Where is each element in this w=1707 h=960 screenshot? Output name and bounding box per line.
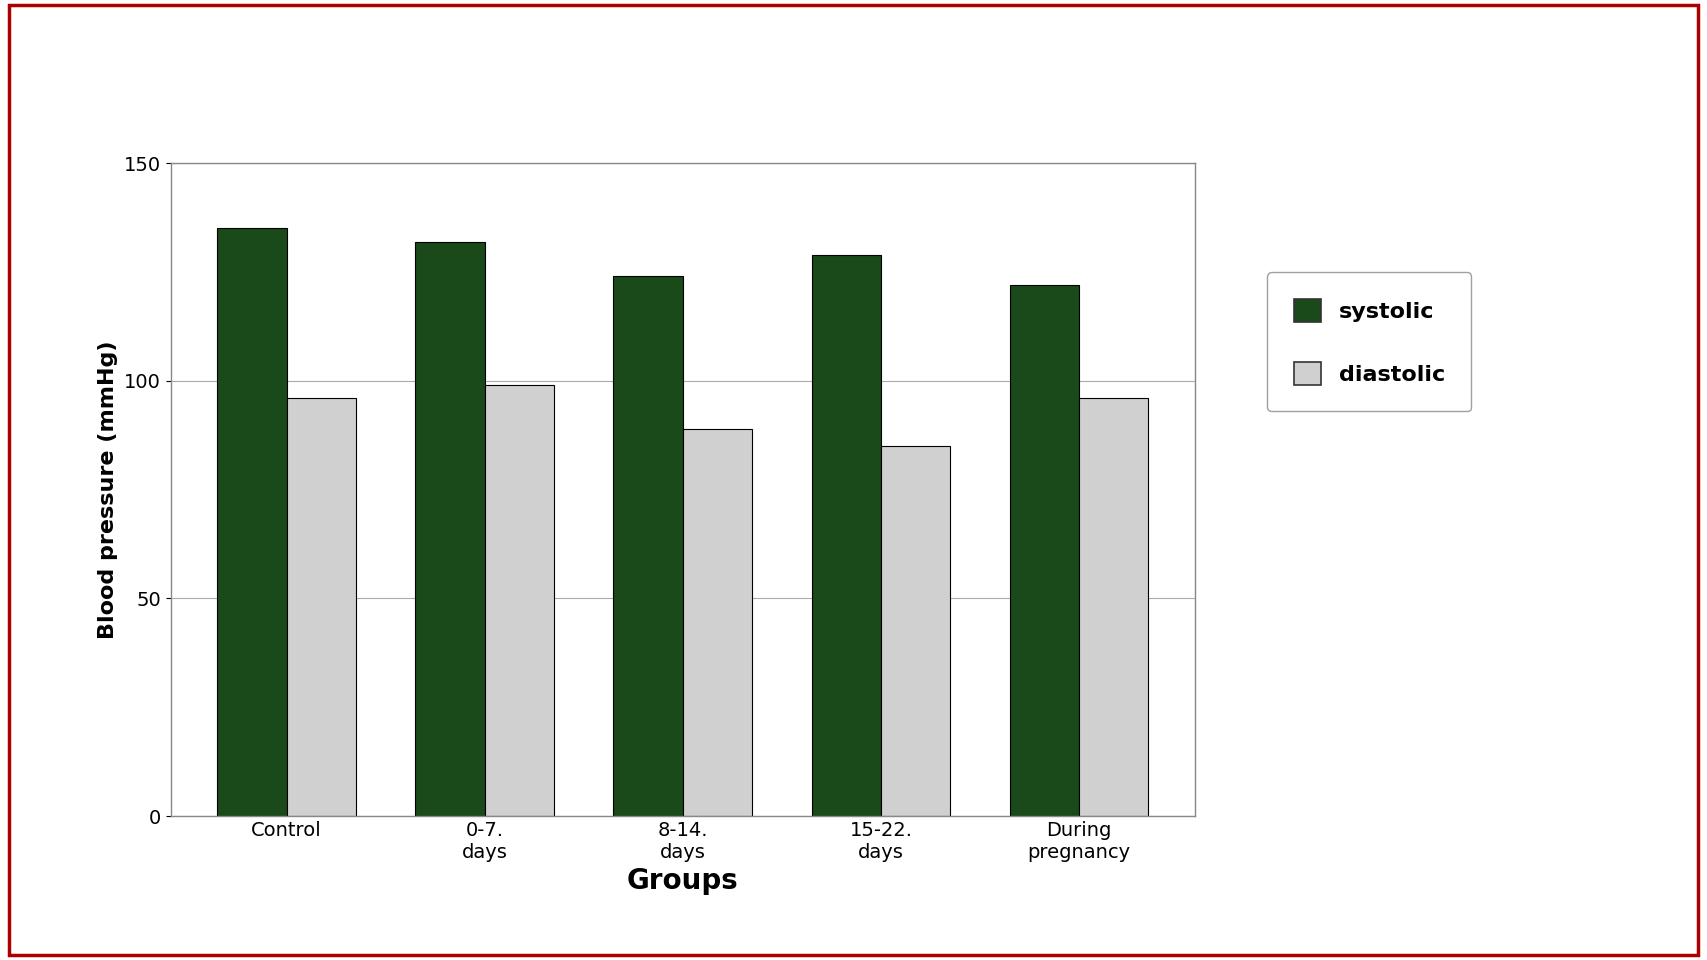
Bar xyxy=(217,228,287,816)
Legend: systolic, diastolic: systolic, diastolic xyxy=(1268,273,1471,411)
Bar xyxy=(613,276,683,816)
Bar xyxy=(811,254,881,816)
Y-axis label: Blood pressure (mmHg): Blood pressure (mmHg) xyxy=(99,341,118,638)
Bar xyxy=(287,398,357,816)
Bar xyxy=(683,429,753,816)
X-axis label: Groups: Groups xyxy=(626,868,739,896)
Bar xyxy=(881,446,951,816)
Bar xyxy=(415,242,485,816)
Bar xyxy=(1009,285,1079,816)
Bar xyxy=(485,385,555,816)
Bar xyxy=(1079,398,1149,816)
